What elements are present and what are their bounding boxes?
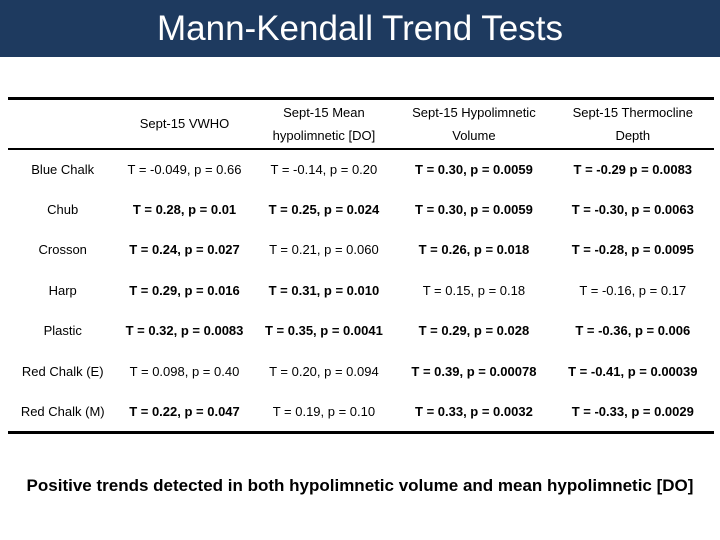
trend-stat: T = -0.29 p = 0.0083 (573, 161, 693, 177)
trend-stat: T = 0.35, p = 0.0041 (265, 323, 383, 339)
trend-stat: T = 0.20, p = 0.094 (269, 363, 379, 379)
table-row: Blue Chalk T = -0.049, p = 0.66 T = -0.14,… (8, 149, 714, 190)
trend-stat: T = 0.098, p = 0.40 (129, 363, 240, 379)
trend-stat: T = 0.29, p = 0.028 (418, 323, 530, 339)
trend-stat: T = -0.33, p = 0.0029 (571, 403, 694, 419)
trend-stat: T = 0.29, p = 0.016 (129, 282, 240, 298)
trend-stat: T = 0.33, p = 0.0032 (415, 403, 533, 419)
trend-stat: T = 0.26, p = 0.018 (418, 242, 530, 258)
trend-stat: T = 0.21, p = 0.060 (269, 242, 379, 258)
title-banner: Mann-Kendall Trend Tests (0, 0, 720, 57)
header-cell: Sept-15 Mean hypolimnetic [DO] (251, 98, 397, 150)
header-cell: Sept-15 Thermocline Depth (551, 98, 714, 150)
trend-stat: T = 0.39, p = 0.00078 (411, 363, 537, 379)
trend-stat: T = -0.36, p = 0.006 (575, 323, 691, 339)
trend-stat: T = 0.25, p = 0.024 (268, 201, 380, 217)
trend-stat: T = 0.32, p = 0.0083 (125, 323, 244, 339)
trend-stat: T = -0.16, p = 0.17 (579, 282, 687, 298)
slide-title: Mann-Kendall Trend Tests (157, 8, 563, 48)
trend-stat: T = 0.24, p = 0.027 (129, 242, 240, 258)
lake-name: Blue Chalk (31, 161, 95, 177)
trend-stat: T = 0.19, p = 0.10 (272, 403, 376, 419)
lake-name: Red Chalk (E) (21, 363, 104, 379)
table-body: Blue Chalk T = -0.049, p = 0.66 T = -0.14,… (8, 149, 714, 433)
lake-name: Harp (48, 282, 77, 298)
trend-stat: T = 0.30, p = 0.0059 (415, 201, 533, 217)
trend-stat: T = 0.15, p = 0.18 (422, 282, 526, 298)
table-row: Red Chalk (E) T = 0.098, p = 0.40 T = 0.20… (8, 351, 714, 392)
table-row: Chub T = 0.28, p = 0.01 T = 0.25, p = 0.02… (8, 189, 714, 230)
trend-stat: T = 0.30, p = 0.0059 (415, 161, 533, 177)
lake-name: Crosson (38, 242, 87, 258)
table-row: Plastic T = 0.32, p = 0.0083 T = 0.35, p =… (8, 311, 714, 352)
trend-stat: T = 0.28, p = 0.01 (132, 201, 237, 217)
trend-stat: T = -0.41, p = 0.00039 (568, 363, 698, 379)
lake-name: Plastic (43, 323, 82, 339)
table-row: Harp T = 0.29, p = 0.016 T = 0.31, p = 0.0… (8, 270, 714, 311)
header-row: Sept-15 VWHO Sept-15 Mean hypolimnetic [DO… (8, 98, 714, 150)
trend-stat: T = 0.22, p = 0.047 (129, 403, 240, 419)
trend-stat: T = 0.31, p = 0.010 (268, 282, 380, 298)
trend-stat: T = -0.14, p = 0.20 (270, 161, 378, 177)
lake-name: Red Chalk (M) (20, 403, 105, 419)
header-cell: Sept-15 Hypolimnetic Volume (396, 98, 552, 150)
header-cell: Sept-15 VWHO (117, 98, 252, 150)
trend-stat: T = -0.049, p = 0.66 (127, 161, 242, 177)
lake-name: Chub (47, 201, 79, 217)
header-cell-empty (8, 98, 118, 150)
table-header: Sept-15 VWHO Sept-15 Mean hypolimnetic [DO… (8, 98, 714, 150)
table-row: Red Chalk (M) T = 0.22, p = 0.047 T = 0.19… (8, 392, 714, 433)
trend-stat: T = -0.28, p = 0.0095 (571, 242, 694, 258)
conclusion-text: Positive trends detected in both hypolim… (26, 476, 694, 495)
table-row: Crosson T = 0.24, p = 0.027 T = 0.21, p = … (8, 230, 714, 271)
mann-kendall-table: Sept-15 VWHO Sept-15 Mean hypolimnetic [DO… (8, 97, 714, 434)
trend-stat: T = -0.30, p = 0.0063 (571, 201, 694, 217)
